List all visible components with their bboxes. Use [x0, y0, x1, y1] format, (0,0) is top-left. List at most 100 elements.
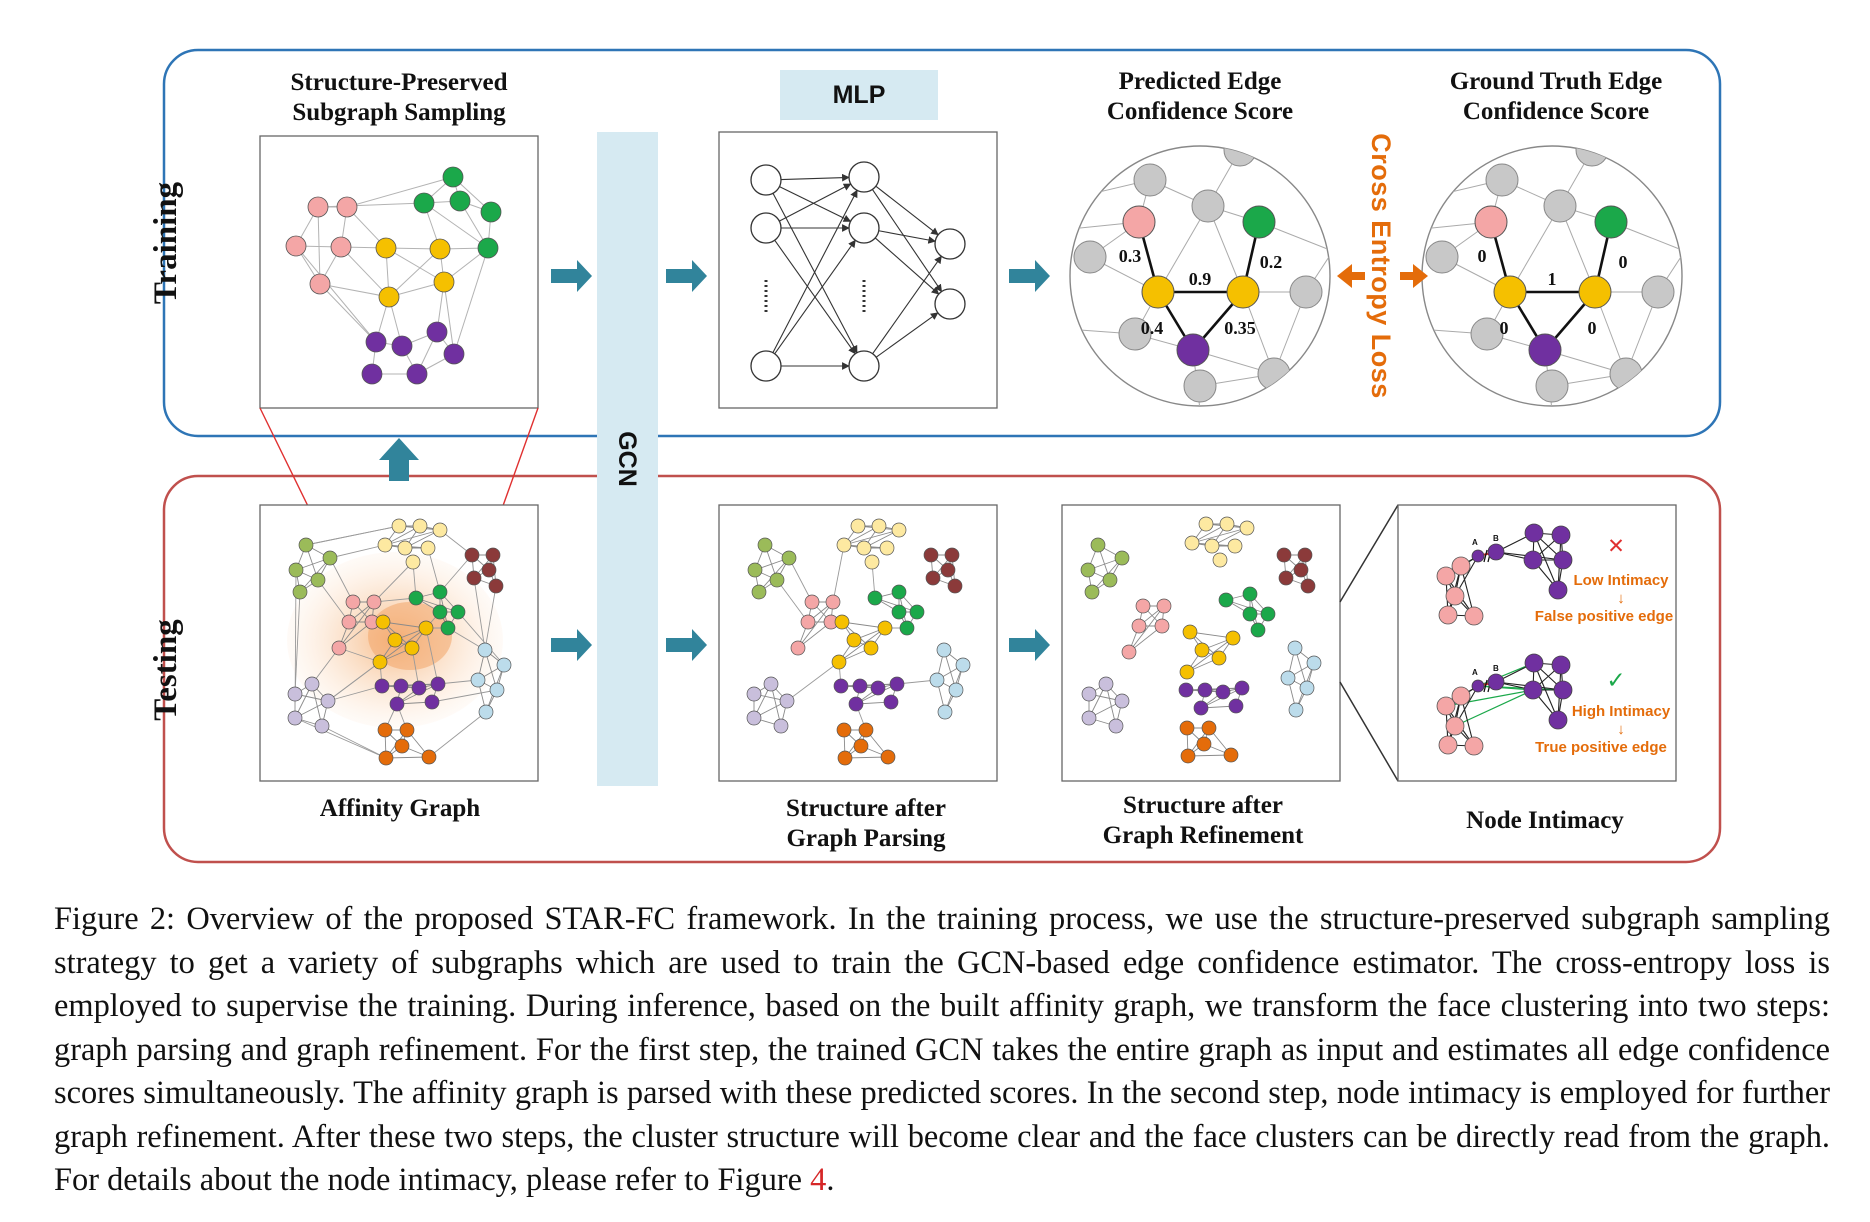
refine-node [1215, 684, 1231, 700]
predicted-score-label: 0.4 [1141, 318, 1164, 338]
affinity-node [377, 537, 393, 553]
subgraph-edge [295, 245, 377, 343]
subgraph-node [309, 273, 331, 295]
refine-node [1197, 682, 1213, 698]
mlp-connection [772, 189, 858, 353]
parsing-edge [776, 579, 809, 623]
refine-edge [1185, 687, 1243, 691]
affinity-node [366, 594, 382, 610]
parsing-node [853, 738, 869, 754]
subgraph-node [307, 196, 329, 218]
parsing-node [891, 604, 907, 620]
refine-node [1260, 606, 1276, 622]
mlp-connection [780, 173, 850, 182]
subgraph-edge [453, 247, 489, 355]
predicted-gray-node [1073, 240, 1107, 274]
subgraph-node [477, 237, 499, 259]
intimacy-edge [1533, 662, 1559, 721]
parsing-node [870, 680, 886, 696]
subgraph-edge [317, 206, 321, 285]
mlp-neuron [848, 350, 880, 382]
mlp-connection [878, 230, 937, 244]
ground-truth-gray-node [1535, 369, 1569, 403]
parsing-node [846, 632, 862, 648]
subgraph-graph [285, 166, 502, 385]
figure-reference-link[interactable]: 4 [810, 1162, 827, 1198]
mlp-connection [871, 189, 943, 293]
affinity-edge [294, 591, 301, 695]
mlp-label: MLP [833, 81, 886, 109]
true-positive-text: True positive edge [1535, 739, 1667, 756]
refine-node [1184, 535, 1200, 551]
parsing-node [889, 676, 905, 692]
refine-edge [1128, 605, 1165, 653]
mlp-connection [875, 312, 939, 358]
parsing-node [867, 590, 883, 606]
affinity-node [411, 680, 427, 696]
intimacy-purple-node [1524, 653, 1544, 673]
parsing-node [899, 620, 915, 636]
refine-node [1234, 680, 1250, 696]
parsing-edge [788, 557, 813, 603]
affinity-node [288, 562, 304, 578]
refine-node [1201, 720, 1217, 736]
cross-entropy-loss-label: Cross Entropy Loss [1366, 133, 1396, 399]
parsing-node [937, 704, 953, 720]
predicted-gray-node [1183, 369, 1217, 403]
intimacy-graphs: A B A B [1436, 523, 1573, 756]
ground-truth-node [1474, 205, 1508, 239]
parsing-node [909, 604, 925, 620]
affinity-node [314, 718, 330, 734]
parsing-node [929, 672, 945, 688]
affinity-node [374, 678, 390, 694]
affinity-node [477, 642, 493, 658]
refine-node [1225, 630, 1241, 646]
affinity-node [387, 632, 403, 648]
mlp-label-box [780, 70, 938, 120]
affinity-node [304, 676, 320, 692]
refine-node [1211, 650, 1227, 666]
parsing-edge [797, 601, 834, 649]
subgraph-edge [346, 176, 454, 208]
intimacy-node-a [1471, 679, 1485, 693]
affinity-graph [287, 518, 512, 766]
parsing-node [925, 570, 941, 586]
affinity-edge [431, 689, 498, 703]
parsing-node [779, 693, 795, 709]
affinity-node [320, 693, 336, 709]
parsing-node [837, 750, 853, 766]
mlp-network [750, 161, 966, 382]
parsing-node [923, 547, 939, 563]
predicted-node [1242, 205, 1276, 239]
parsing-node [800, 614, 816, 630]
parsing-node [757, 537, 773, 553]
intimacy-cut-mark [1483, 679, 1488, 693]
refine-node [1250, 622, 1266, 638]
parsing-edge [874, 597, 918, 613]
refine-node [1081, 710, 1097, 726]
affinity-edge [457, 611, 505, 666]
intimacy-box [1397, 504, 1677, 782]
affinity-node [470, 672, 486, 688]
intimacy-pink-node [1436, 696, 1456, 716]
subgraph-edge [423, 202, 489, 249]
subgraph-node [442, 166, 464, 188]
parsing-edge [832, 544, 845, 603]
affinity-node [440, 620, 456, 636]
mlp-neuron [848, 161, 880, 193]
affinity-edge [329, 557, 354, 603]
affinity-node [408, 590, 424, 606]
predicted-score-graph: 0.3 0.9 0.2 0.4 0.35 [1069, 145, 1331, 407]
intimacy-node-b-label: B [1493, 664, 1499, 673]
predicted-gray-node [1257, 357, 1291, 391]
refine-node [1219, 516, 1235, 532]
gt-title-line2: Confidence Score [1463, 98, 1649, 125]
subgraph-node [480, 201, 502, 223]
affinity-node [397, 540, 413, 556]
subgraph-node [336, 196, 358, 218]
parsing-node [848, 696, 864, 712]
arrow-parsing-to-refine [1009, 629, 1050, 661]
mlp-connection [874, 237, 940, 295]
affinity-node [464, 547, 480, 563]
parsing-node [852, 678, 868, 694]
